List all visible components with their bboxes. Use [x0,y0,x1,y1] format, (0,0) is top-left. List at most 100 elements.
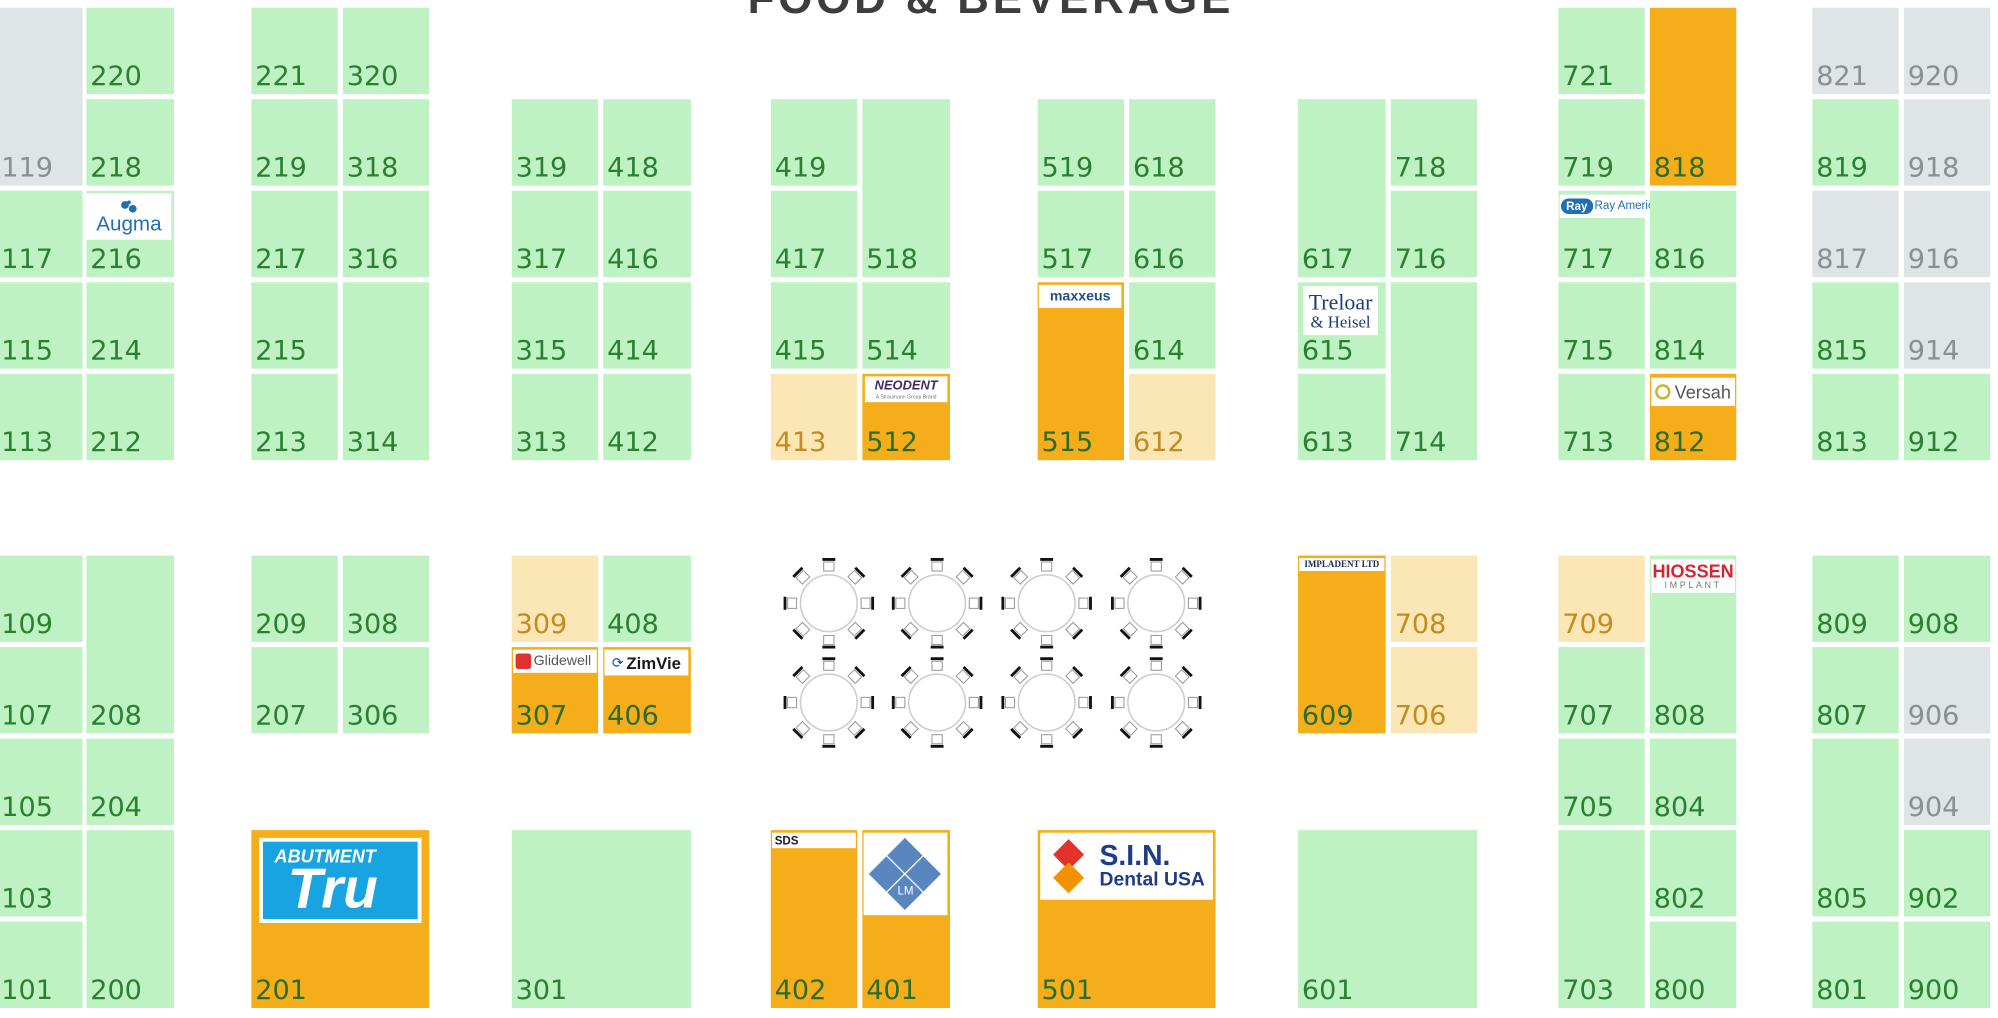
booth-320[interactable]: 320 [342,7,430,95]
booth-515[interactable]: maxxeus 515 [1037,282,1125,461]
booth-718[interactable]: 718 [1390,99,1478,186]
booth-113[interactable]: 113 [0,373,83,461]
booth-715[interactable]: 715 [1558,282,1645,369]
booth-815[interactable]: 815 [1812,282,1899,369]
booth-208[interactable]: 208 [86,555,175,734]
booth-609[interactable]: IMPLADENT LTD 609 [1298,555,1386,734]
booth-908[interactable]: 908 [1903,555,1991,642]
booth-419[interactable]: 419 [770,99,858,186]
booth-308[interactable]: 308 [342,555,430,642]
booth-315[interactable]: 315 [511,282,599,369]
booth-512[interactable]: NEODENT A Straumann Group Brand 512 [862,373,950,461]
booth-212[interactable]: 212 [86,373,175,461]
booth-800[interactable]: 800 [1649,921,1737,1008]
booth-613[interactable]: 613 [1298,373,1386,461]
booth-920[interactable]: 920 [1903,7,1991,95]
booth-416[interactable]: 416 [603,190,691,278]
booth-709[interactable]: 709 [1558,555,1645,642]
booth-101[interactable]: 101 [0,921,83,1008]
booth-207[interactable]: 207 [251,647,338,734]
booth-716[interactable]: 716 [1390,190,1478,278]
booth-805[interactable]: 805 [1812,738,1899,917]
booth-200[interactable]: 200 [86,830,175,1008]
booth-902[interactable]: 902 [1903,830,1991,917]
booth-821[interactable]: 821 [1812,7,1899,95]
booth-115[interactable]: 115 [0,282,83,369]
booth-517[interactable]: 517 [1037,190,1125,278]
booth-916[interactable]: 916 [1903,190,1991,278]
booth-216[interactable]: Augma 216 [86,190,175,278]
booth-417[interactable]: 417 [770,190,858,278]
booth-912[interactable]: 912 [1903,373,1991,461]
booth-408[interactable]: 408 [603,555,691,642]
booth-601[interactable]: 601 [1298,830,1478,1008]
booth-219[interactable]: 219 [251,99,338,186]
booth-904[interactable]: 904 [1903,738,1991,825]
booth-804[interactable]: 804 [1649,738,1737,825]
booth-614[interactable]: 614 [1129,282,1216,369]
booth-119[interactable]: 119 [0,7,83,186]
booth-213[interactable]: 213 [251,373,338,461]
booth-714[interactable]: 714 [1390,282,1478,461]
booth-809[interactable]: 809 [1812,555,1899,642]
booth-808[interactable]: HIOSSEN IMPLANT 808 [1649,555,1737,734]
booth-316[interactable]: 316 [342,190,430,278]
booth-301[interactable]: 301 [511,830,691,1008]
booth-204[interactable]: 204 [86,738,175,825]
booth-414[interactable]: 414 [603,282,691,369]
booth-816[interactable]: 816 [1649,190,1737,278]
booth-103[interactable]: 103 [0,830,83,917]
booth-306[interactable]: 306 [342,647,430,734]
booth-801[interactable]: 801 [1812,921,1899,1008]
booth-807[interactable]: 807 [1812,647,1899,734]
booth-214[interactable]: 214 [86,282,175,369]
booth-218[interactable]: 218 [86,99,175,186]
booth-412[interactable]: 412 [603,373,691,461]
booth-415[interactable]: 415 [770,282,858,369]
booth-201[interactable]: ABUTMENT Tru 201 [251,830,430,1008]
booth-418[interactable]: 418 [603,99,691,186]
booth-307[interactable]: Glidewell 307 [511,647,599,734]
booth-215[interactable]: 215 [251,282,338,369]
booth-319[interactable]: 319 [511,99,599,186]
booth-703[interactable]: 703 [1558,830,1645,1008]
booth-814[interactable]: 814 [1649,282,1737,369]
booth-713[interactable]: 713 [1558,373,1645,461]
booth-217[interactable]: 217 [251,190,338,278]
booth-717[interactable]: Ray Ray America 717 [1558,190,1660,278]
booth-406[interactable]: ⟳ ZimVie 406 [603,647,691,734]
booth-819[interactable]: 819 [1812,99,1899,186]
booth-519[interactable]: 519 [1037,99,1125,186]
booth-615[interactable]: Treloar & Heisel 615 [1298,282,1386,369]
booth-109[interactable]: 109 [0,555,83,642]
booth-617[interactable]: 617 [1298,99,1386,278]
booth-317[interactable]: 317 [511,190,599,278]
booth-616[interactable]: 616 [1129,190,1216,278]
booth-107[interactable]: 107 [0,647,83,734]
booth-117[interactable]: 117 [0,190,83,278]
booth-209[interactable]: 209 [251,555,338,642]
booth-706[interactable]: 706 [1390,647,1478,734]
booth-705[interactable]: 705 [1558,738,1645,825]
booth-401[interactable]: LM 401 [862,830,950,1008]
booth-817[interactable]: 817 [1812,190,1899,278]
booth-707[interactable]: 707 [1558,647,1645,734]
booth-813[interactable]: 813 [1812,373,1899,461]
booth-721[interactable]: 721 [1558,7,1645,95]
booth-318[interactable]: 318 [342,99,430,186]
booth-818[interactable]: 818 [1649,7,1737,186]
booth-900[interactable]: 900 [1903,921,1991,1008]
booth-413[interactable]: 413 [770,373,858,461]
booth-719[interactable]: 719 [1558,99,1645,186]
booth-918[interactable]: 918 [1903,99,1991,186]
booth-314[interactable]: 314 [342,282,430,461]
booth-708[interactable]: 708 [1390,555,1478,642]
booth-220[interactable]: 220 [86,7,175,95]
booth-501[interactable]: S.I.N. Dental USA 501 [1037,830,1216,1008]
booth-802[interactable]: 802 [1649,830,1737,917]
booth-612[interactable]: 612 [1129,373,1216,461]
booth-914[interactable]: 914 [1903,282,1991,369]
booth-309[interactable]: 309 [511,555,599,642]
booth-618[interactable]: 618 [1129,99,1216,186]
booth-105[interactable]: 105 [0,738,83,825]
